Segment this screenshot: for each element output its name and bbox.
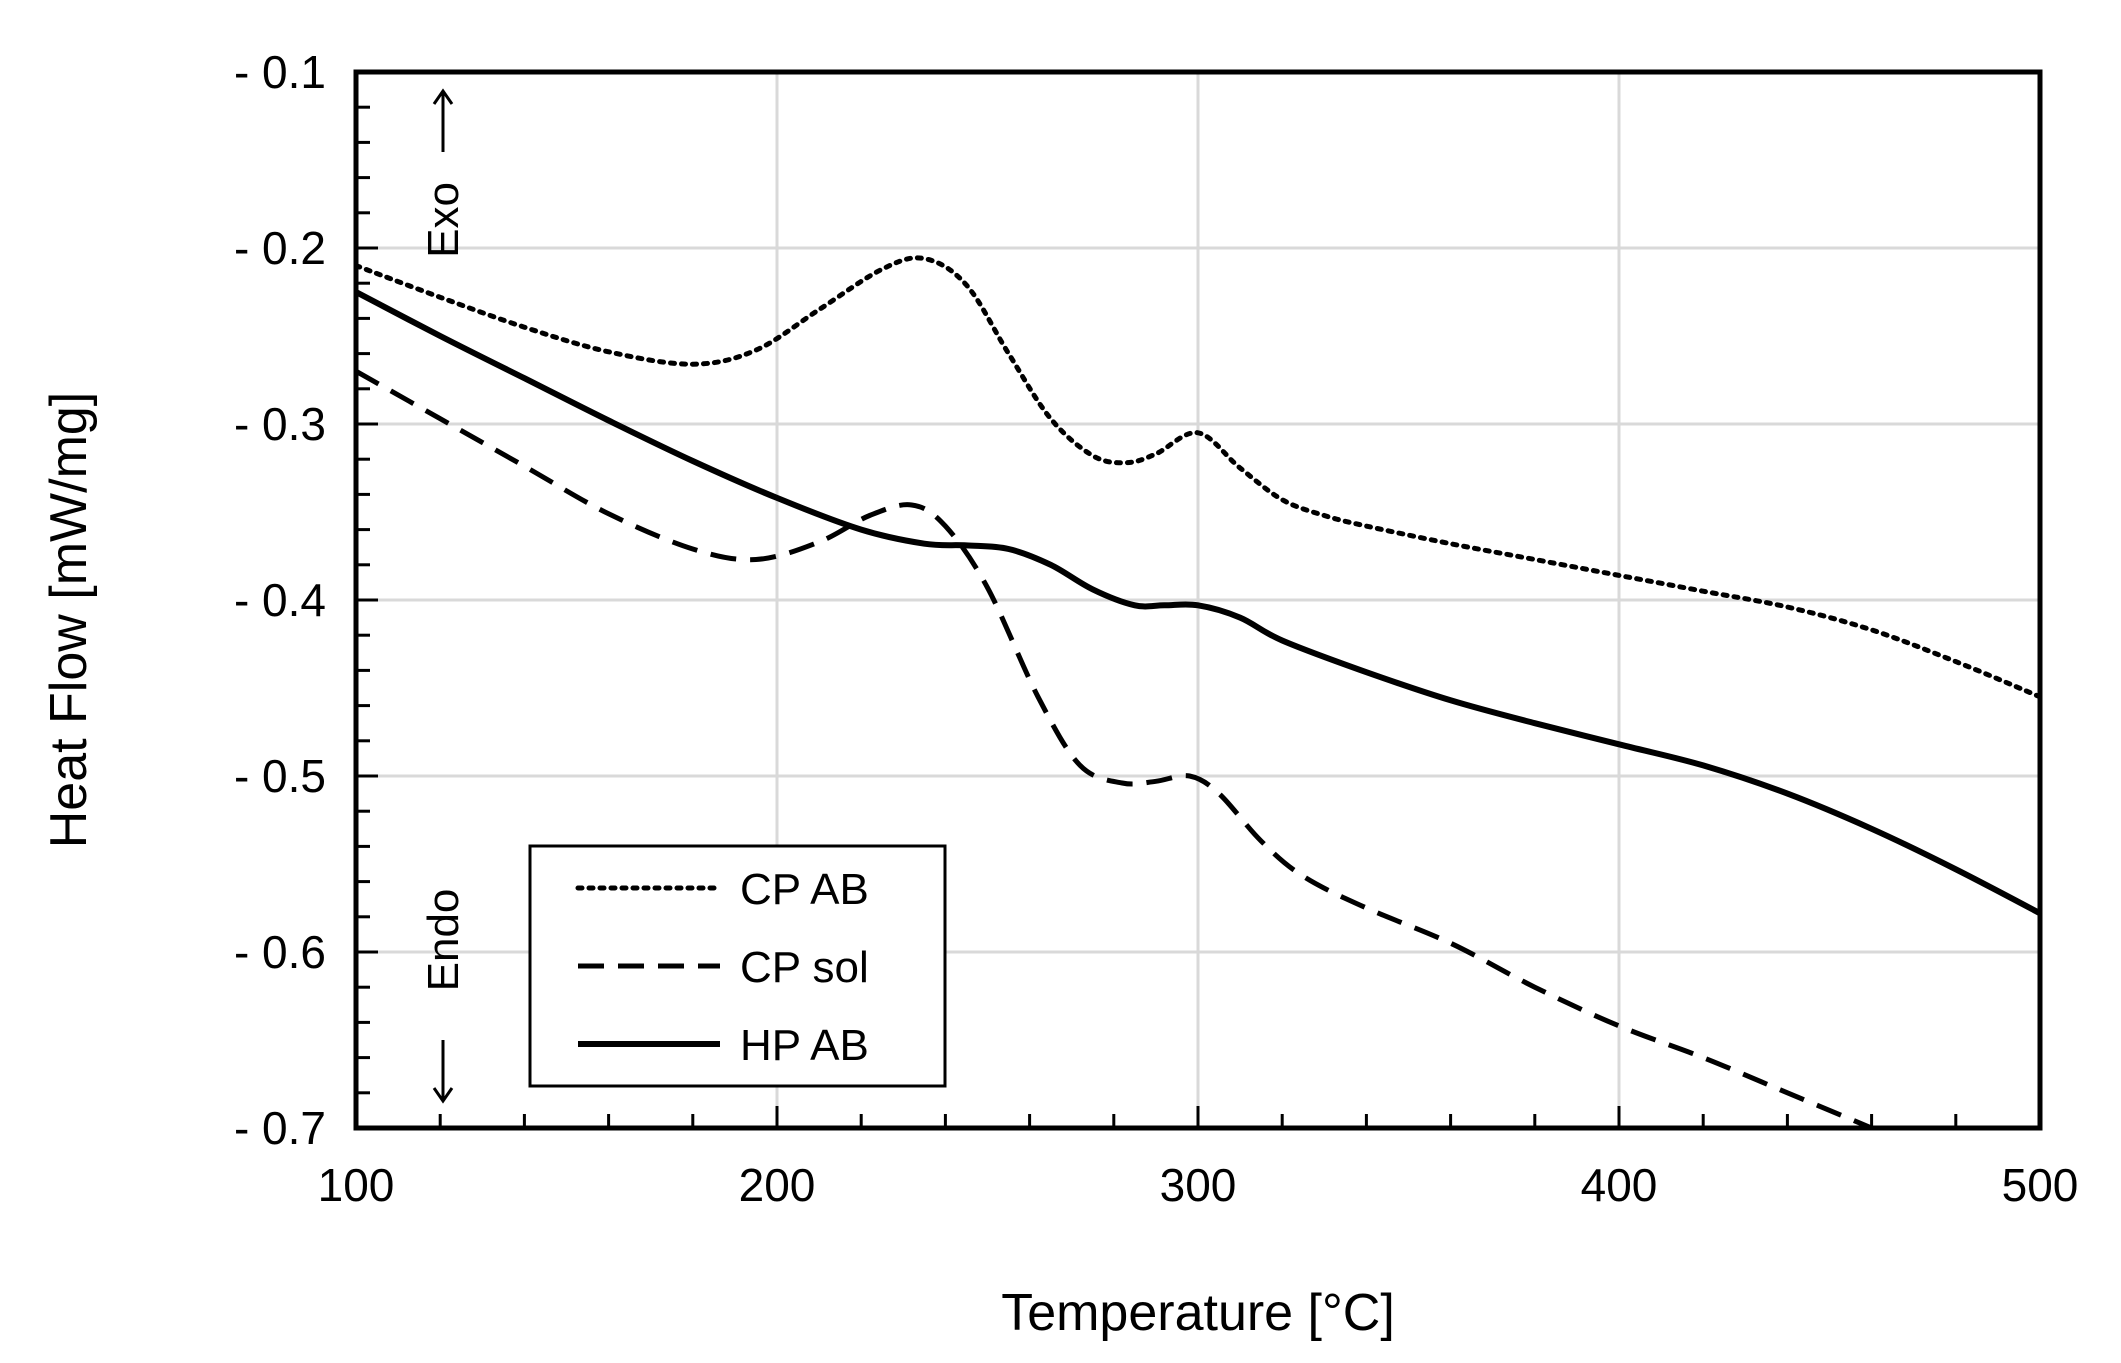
y-tick-label: - 0.3	[234, 398, 326, 450]
series-line-cp-ab	[356, 255, 2040, 700]
legend-item: HP AB	[578, 1021, 869, 1070]
legend-label: HP AB	[740, 1021, 869, 1070]
tick-marks	[354, 70, 2042, 1130]
tick-labels: 100 200 300 400 500 - 0.1 - 0.2 - 0.3 - 0.4 - 0.5…	[234, 46, 2078, 1211]
x-tick-label: 200	[739, 1159, 816, 1211]
series-lines	[356, 255, 2040, 1128]
y-tick-label: - 0.5	[234, 750, 326, 802]
endo-arrowhead-icon	[432, 1087, 454, 1104]
series-line-cp-sol	[356, 369, 1873, 1128]
y-tick-label: - 0.7	[234, 1102, 326, 1154]
series-line-hp-ab	[356, 289, 2040, 916]
y-tick-label: - 0.1	[234, 46, 326, 98]
x-tick-label: 100	[318, 1159, 395, 1211]
endo-annotation: Endo	[419, 889, 468, 1104]
exo-arrowhead-icon	[432, 88, 454, 105]
legend-label: CP AB	[740, 865, 869, 914]
x-tick-label: 400	[1581, 1159, 1658, 1211]
y-tick-label: - 0.6	[234, 926, 326, 978]
legend: CP AB CP sol HP AB	[528, 844, 947, 1088]
endo-label: Endo	[419, 889, 468, 992]
y-axis-title: Heat Flow [mW/mg]	[40, 392, 98, 849]
legend-label: CP sol	[740, 943, 869, 992]
legend-item: CP sol	[578, 943, 869, 992]
x-axis-title: Temperature [°C]	[1001, 1284, 1395, 1342]
exo-annotation: Exo	[419, 88, 468, 258]
x-tick-label: 300	[1160, 1159, 1237, 1211]
y-tick-label: - 0.4	[234, 574, 326, 626]
legend-item: CP AB	[575, 865, 869, 914]
x-tick-label: 500	[2002, 1159, 2079, 1211]
exo-label: Exo	[419, 182, 468, 258]
y-tick-label: - 0.2	[234, 222, 326, 274]
